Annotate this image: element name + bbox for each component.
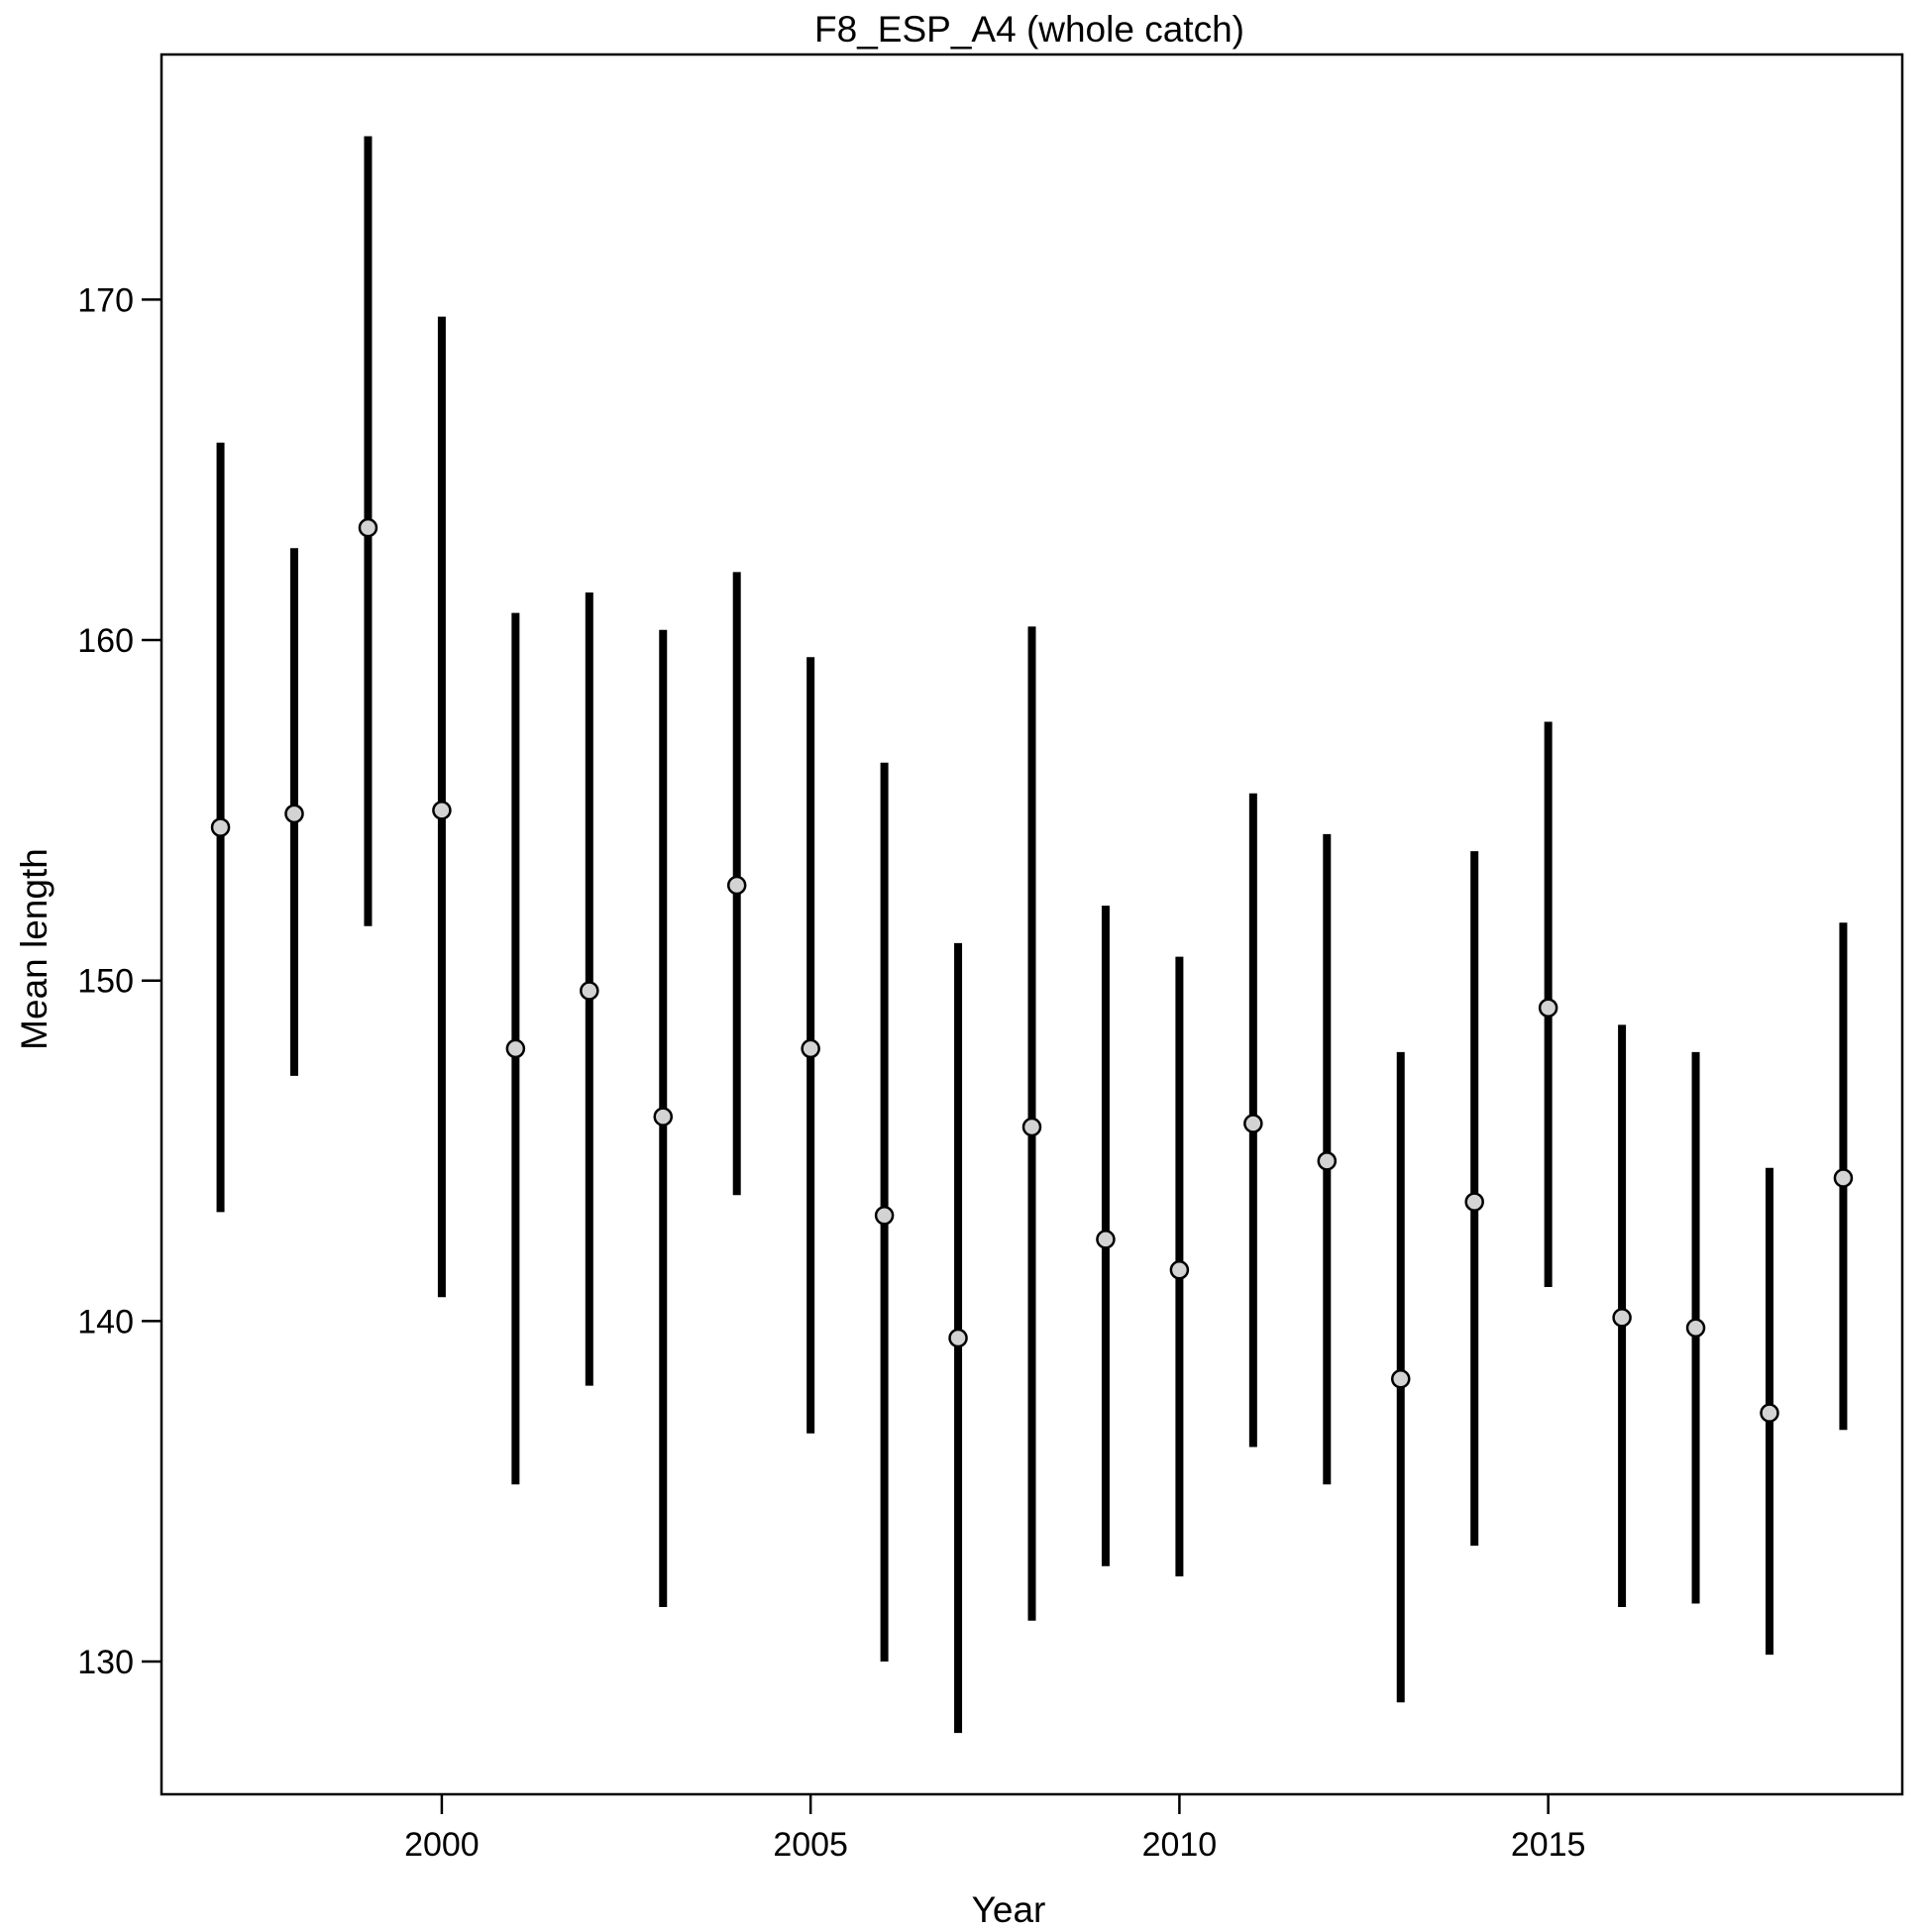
- mean-point: [1243, 1114, 1263, 1133]
- mean-point: [1096, 1230, 1116, 1249]
- mean-point: [1464, 1192, 1484, 1212]
- mean-point: [1169, 1260, 1190, 1280]
- x-tick-label: 2000: [404, 1826, 480, 1864]
- mean-point: [210, 817, 231, 837]
- mean-point: [948, 1328, 968, 1348]
- mean-point: [1390, 1369, 1411, 1389]
- mean-point: [1612, 1308, 1632, 1328]
- mean-point: [505, 1038, 526, 1059]
- mean-point: [1021, 1117, 1042, 1137]
- x-axis: 2000 2005 2010 2015: [404, 1794, 1585, 1864]
- y-axis: 130 140 150 160 170: [77, 281, 161, 1681]
- mean-point: [1538, 998, 1558, 1018]
- mean-point: [358, 517, 378, 538]
- y-tick-label: 170: [77, 281, 134, 319]
- mean-point: [1685, 1318, 1706, 1338]
- mean-point: [653, 1107, 674, 1127]
- x-tick-label: 2015: [1511, 1826, 1586, 1864]
- error-bars: [210, 136, 1854, 1734]
- y-tick-label: 160: [77, 622, 134, 660]
- y-tick-label: 130: [77, 1644, 134, 1681]
- x-tick-label: 2010: [1142, 1826, 1218, 1864]
- y-tick-label: 150: [77, 963, 134, 1001]
- y-tick-label: 140: [77, 1303, 134, 1341]
- x-axis-title: Year: [972, 1889, 1046, 1930]
- mean-point: [1760, 1403, 1779, 1423]
- plot-frame: [160, 53, 1904, 1796]
- mean-point: [580, 981, 599, 1001]
- x-tick-label: 2005: [773, 1826, 848, 1864]
- mean-point: [284, 804, 304, 824]
- mean-point: [801, 1038, 820, 1059]
- mean-point: [1833, 1168, 1854, 1188]
- mean-point: [874, 1206, 895, 1226]
- mean-point: [432, 801, 452, 820]
- mean-point: [1317, 1151, 1338, 1171]
- y-axis-title: Mean length: [14, 848, 54, 1050]
- chart-title: F8_ESP_A4 (whole catch): [814, 9, 1244, 50]
- mean-point: [726, 875, 747, 896]
